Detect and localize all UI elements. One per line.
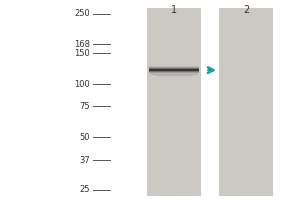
Bar [149,71,199,72]
Text: 75: 75 [80,102,90,111]
Bar [149,66,199,67]
Bar [149,72,199,73]
Bar [149,73,199,74]
Bar [149,69,199,70]
Text: 250: 250 [74,9,90,19]
Bar [151,74,197,75]
Text: 100: 100 [74,80,90,89]
Bar [219,8,273,196]
Bar [155,75,193,76]
Text: 150: 150 [74,49,90,58]
Text: 50: 50 [80,133,90,142]
Text: 25: 25 [80,186,90,194]
Text: 1: 1 [171,5,177,15]
Bar [149,68,199,69]
Bar [149,70,199,71]
Bar [149,67,199,68]
Bar [158,76,190,77]
Bar [147,8,201,196]
Text: 2: 2 [243,5,249,15]
Text: 37: 37 [79,156,90,165]
Text: 168: 168 [74,40,90,49]
